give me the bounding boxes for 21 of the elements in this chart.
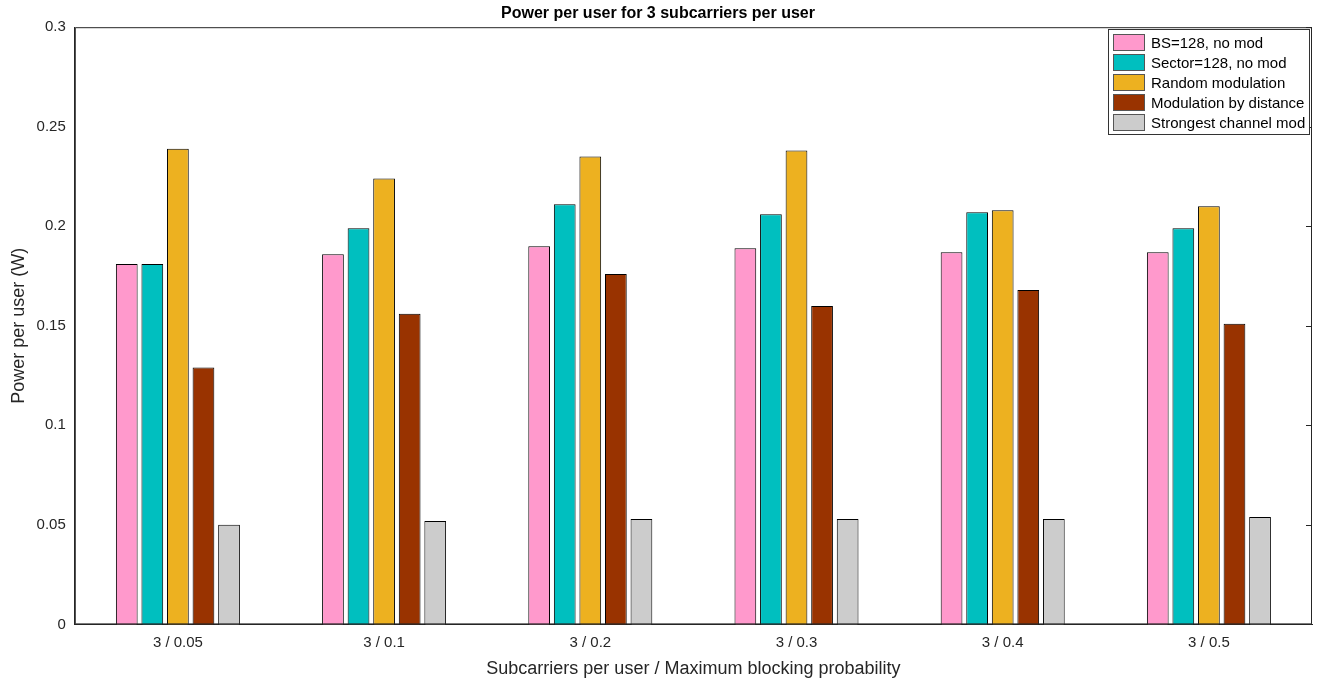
legend-label: Modulation by distance [1151, 93, 1305, 111]
x-tick-label: 3 / 0.1 [363, 632, 405, 650]
x-tick-label: 3 / 0.4 [981, 632, 1024, 650]
y-tick-label: 0.1 [44, 415, 66, 433]
legend-label: Random modulation [1151, 73, 1286, 91]
y-tick-label: 0.25 [36, 116, 66, 134]
x-tick-label: 3 / 0.05 [152, 632, 203, 650]
y-axis-title: Power per user (W) [7, 247, 28, 404]
legend-label: BS=128, no mod [1151, 33, 1264, 51]
chart-title: Power per user for 3 subcarriers per user [501, 4, 815, 22]
y-tick-label: 0.15 [36, 315, 66, 333]
legend-label: Sector=128, no mod [1151, 53, 1287, 71]
y-tick-label: 0 [57, 614, 66, 632]
x-axis-title: Subcarriers per user / Maximum blocking probability [486, 658, 901, 679]
legend-label: Strongest channel mod [1151, 113, 1306, 131]
y-tick-label: 0.3 [44, 17, 66, 35]
y-tick-label: 0.2 [44, 216, 66, 234]
x-tick-label: 3 / 0.3 [775, 632, 818, 650]
y-tick-label: 0.05 [36, 515, 66, 533]
x-tick-label: 3 / 0.5 [1188, 632, 1230, 650]
x-tick-label: 3 / 0.2 [569, 632, 612, 650]
